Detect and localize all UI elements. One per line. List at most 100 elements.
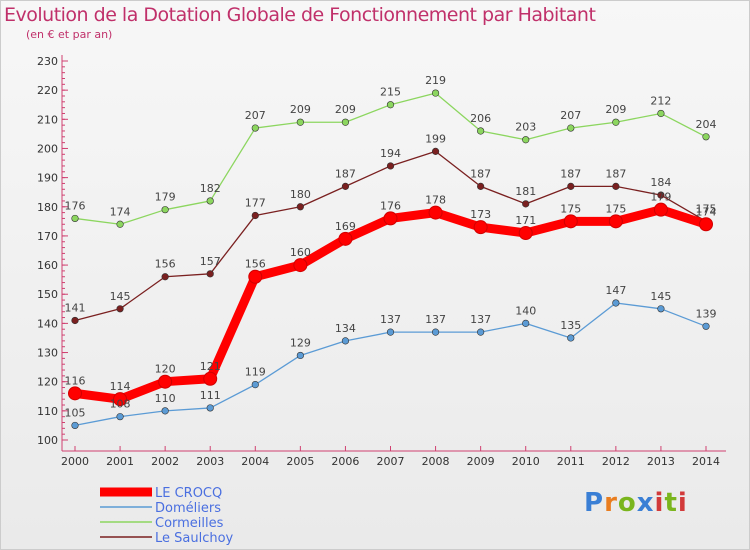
data-label-domeliers: 147	[605, 284, 626, 297]
data-label-cormeilles: 219	[425, 74, 446, 87]
logo-letter: r	[604, 488, 618, 518]
data-label-cormeilles: 179	[155, 191, 176, 204]
data-point-le-crocq	[699, 217, 713, 232]
data-point-le-crocq	[293, 258, 308, 273]
data-label-domeliers: 139	[696, 307, 717, 320]
x-tick-label: 2007	[377, 455, 405, 468]
data-point-le-crocq	[203, 371, 218, 386]
y-tick-label: 120	[37, 376, 58, 389]
data-label-le-crocq: 178	[425, 194, 446, 207]
data-point-cormeilles	[567, 124, 575, 132]
data-label-le-crocq: 160	[290, 246, 311, 259]
data-label-cormeilles: 204	[696, 118, 717, 131]
data-point-le-saulchoy	[161, 273, 169, 281]
logo-letter: i	[654, 488, 665, 518]
data-point-le-saulchoy	[567, 182, 575, 190]
x-tick-label: 2008	[422, 455, 450, 468]
data-label-domeliers: 105	[65, 406, 86, 419]
data-point-le-crocq	[428, 205, 443, 220]
data-label-le-saulchoy: 187	[470, 167, 491, 180]
data-point-domeliers	[296, 351, 304, 360]
data-point-le-crocq	[68, 386, 82, 401]
data-point-le-saulchoy	[296, 203, 304, 211]
data-label-domeliers: 137	[470, 313, 491, 326]
data-point-le-saulchoy	[206, 270, 214, 278]
x-tick-label: 2000	[61, 455, 89, 468]
data-label-cormeilles: 207	[245, 109, 266, 122]
proxiti-logo: Proxiti	[584, 488, 688, 518]
data-point-le-crocq	[383, 211, 398, 226]
data-label-le-saulchoy: 181	[515, 185, 536, 198]
logo-letter: x	[636, 488, 655, 518]
data-label-le-crocq: 179	[650, 191, 671, 204]
data-label-le-saulchoy: 145	[110, 290, 131, 303]
data-label-le-crocq: 175	[605, 202, 626, 215]
y-tick-label: 190	[37, 172, 58, 185]
data-point-le-saulchoy	[657, 191, 665, 199]
data-point-le-saulchoy	[71, 316, 79, 325]
y-tick-label: 220	[37, 84, 58, 97]
data-point-cormeilles	[251, 124, 259, 132]
y-tick-label: 160	[37, 259, 58, 272]
data-label-le-crocq: 169	[335, 220, 356, 233]
data-label-domeliers: 140	[515, 304, 536, 317]
data-point-domeliers	[161, 407, 169, 415]
data-label-le-saulchoy: 156	[155, 258, 176, 271]
chart-subtitle: (en € et par an)	[26, 28, 113, 41]
data-point-domeliers	[522, 319, 530, 327]
x-tick-label: 2005	[286, 455, 314, 468]
x-tick-label: 2004	[241, 455, 269, 468]
x-tick-label: 2013	[647, 455, 675, 468]
data-point-cormeilles	[341, 118, 350, 126]
data-point-domeliers	[431, 328, 440, 336]
data-label-domeliers: 129	[290, 336, 311, 349]
logo-letter: t	[664, 488, 678, 518]
data-point-le-saulchoy	[431, 147, 440, 155]
data-label-cormeilles: 174	[110, 205, 131, 218]
y-tick-label: 210	[37, 113, 58, 126]
data-point-cormeilles	[161, 206, 169, 214]
data-label-domeliers: 119	[245, 366, 266, 379]
data-labels: 105 108 110 111 119 129 134 137 137 137 140 135 147 1…	[65, 74, 717, 419]
data-label-cormeilles: 176	[65, 199, 86, 212]
data-label-domeliers: 111	[200, 389, 221, 402]
y-tick-label: 170	[37, 230, 58, 243]
data-point-cormeilles	[702, 133, 710, 141]
y-tick-label: 130	[37, 347, 58, 360]
data-point-le-crocq	[113, 392, 128, 407]
x-tick-label: 2001	[106, 455, 134, 468]
data-point-cormeilles	[477, 127, 485, 135]
data-label-le-crocq: 174	[696, 205, 717, 218]
data-label-le-crocq: 175	[560, 202, 581, 215]
x-tick-label: 2003	[196, 455, 224, 468]
data-point-le-crocq	[608, 214, 623, 229]
data-point-domeliers	[71, 421, 79, 430]
data-label-le-saulchoy: 199	[425, 132, 446, 145]
data-label-cormeilles: 182	[200, 182, 221, 195]
data-label-cormeilles: 212	[650, 94, 671, 107]
legend-label-domeliers: Doméliers	[155, 501, 221, 516]
data-label-le-saulchoy: 187	[560, 167, 581, 180]
data-label-cormeilles: 209	[605, 103, 626, 116]
data-label-le-crocq: 171	[515, 214, 536, 227]
data-point-le-saulchoy	[116, 305, 124, 313]
data-point-le-crocq	[158, 374, 173, 389]
y-tick-label: 100	[37, 434, 58, 447]
data-point-le-saulchoy	[341, 182, 350, 190]
data-label-le-crocq: 114	[110, 380, 131, 393]
data-point-le-crocq	[563, 214, 578, 229]
data-label-domeliers: 110	[155, 392, 176, 405]
x-tick-label: 2010	[512, 455, 540, 468]
data-point-le-crocq	[473, 220, 488, 235]
data-point-cormeilles	[206, 197, 214, 205]
data-label-le-saulchoy: 187	[335, 167, 356, 180]
data-label-le-saulchoy: 194	[380, 147, 401, 160]
series-layer	[68, 89, 713, 430]
data-label-domeliers: 137	[380, 313, 401, 326]
data-point-cormeilles	[431, 89, 440, 97]
data-point-domeliers	[657, 305, 665, 313]
data-label-le-saulchoy: 187	[605, 167, 626, 180]
logo-letter: i	[677, 488, 688, 518]
data-label-cormeilles: 203	[515, 121, 536, 134]
